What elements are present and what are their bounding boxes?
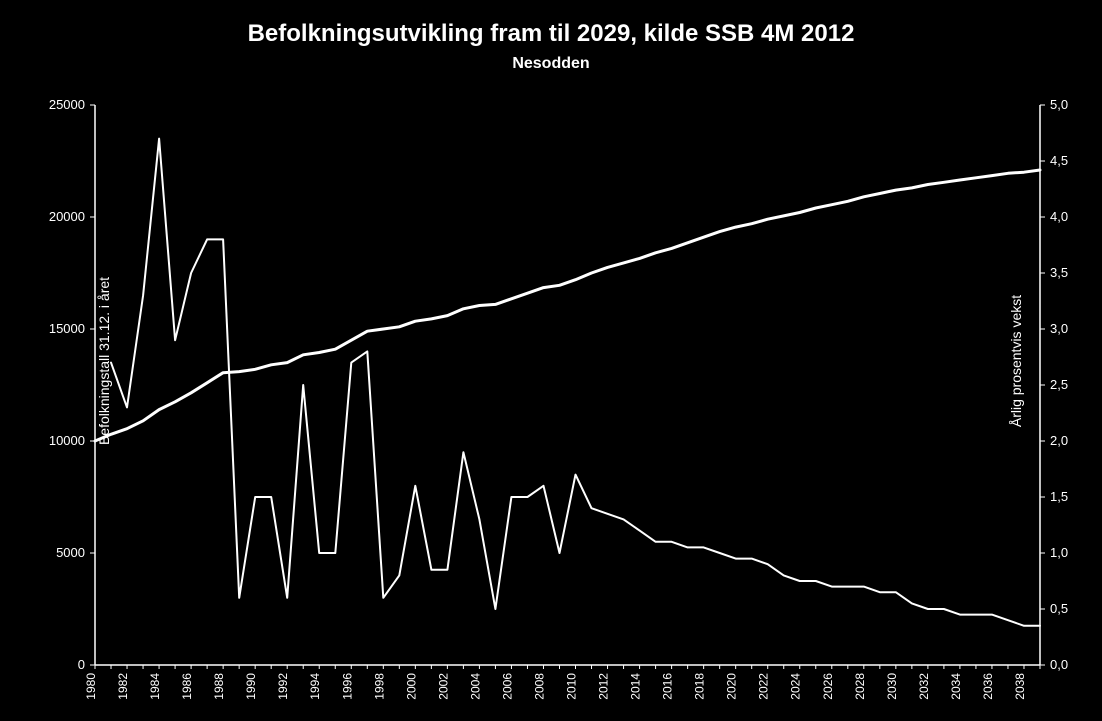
svg-text:1986: 1986: [180, 673, 194, 700]
svg-text:2036: 2036: [981, 673, 995, 700]
svg-text:1982: 1982: [116, 673, 130, 700]
svg-text:4,0: 4,0: [1050, 209, 1068, 224]
svg-text:2026: 2026: [821, 673, 835, 700]
svg-text:20000: 20000: [49, 209, 85, 224]
svg-text:2,5: 2,5: [1050, 377, 1068, 392]
svg-text:10000: 10000: [49, 433, 85, 448]
svg-text:15000: 15000: [49, 321, 85, 336]
svg-text:5000: 5000: [56, 545, 85, 560]
svg-text:4,5: 4,5: [1050, 153, 1068, 168]
svg-text:2004: 2004: [468, 673, 482, 700]
svg-text:2,0: 2,0: [1050, 433, 1068, 448]
svg-text:2024: 2024: [789, 673, 803, 700]
svg-text:2014: 2014: [629, 673, 643, 700]
svg-text:1992: 1992: [276, 673, 290, 700]
svg-text:2008: 2008: [532, 673, 546, 700]
svg-text:2000: 2000: [404, 673, 418, 700]
svg-text:2030: 2030: [885, 673, 899, 700]
svg-text:1994: 1994: [308, 673, 322, 700]
svg-text:2034: 2034: [949, 673, 963, 700]
svg-text:3,5: 3,5: [1050, 265, 1068, 280]
svg-text:1,5: 1,5: [1050, 489, 1068, 504]
svg-text:1,0: 1,0: [1050, 545, 1068, 560]
svg-text:5,0: 5,0: [1050, 97, 1068, 112]
svg-text:2006: 2006: [500, 673, 514, 700]
svg-text:2018: 2018: [693, 673, 707, 700]
svg-text:2022: 2022: [757, 673, 771, 700]
chart-container: Befolkningsutvikling fram til 2029, kild…: [0, 0, 1102, 721]
svg-text:2002: 2002: [436, 673, 450, 700]
chart-plot: 0 5000 10000 15000 20000 25000 0,0 0,5 1,0 1,5 2,0…: [0, 0, 1102, 721]
svg-text:2038: 2038: [1013, 673, 1027, 700]
svg-text:0,0: 0,0: [1050, 657, 1068, 672]
svg-text:2012: 2012: [597, 673, 611, 700]
svg-text:1998: 1998: [372, 673, 386, 700]
svg-text:0: 0: [78, 657, 85, 672]
svg-text:3,0: 3,0: [1050, 321, 1068, 336]
svg-text:1988: 1988: [212, 673, 226, 700]
svg-text:1980: 1980: [84, 673, 98, 700]
svg-text:0,5: 0,5: [1050, 601, 1068, 616]
svg-text:25000: 25000: [49, 97, 85, 112]
svg-text:1984: 1984: [148, 673, 162, 700]
svg-text:1996: 1996: [340, 673, 354, 700]
svg-text:2010: 2010: [565, 673, 579, 700]
svg-text:2032: 2032: [917, 673, 931, 700]
svg-text:2016: 2016: [661, 673, 675, 700]
svg-text:2028: 2028: [853, 673, 867, 700]
svg-text:2020: 2020: [725, 673, 739, 700]
svg-text:1990: 1990: [244, 673, 258, 700]
